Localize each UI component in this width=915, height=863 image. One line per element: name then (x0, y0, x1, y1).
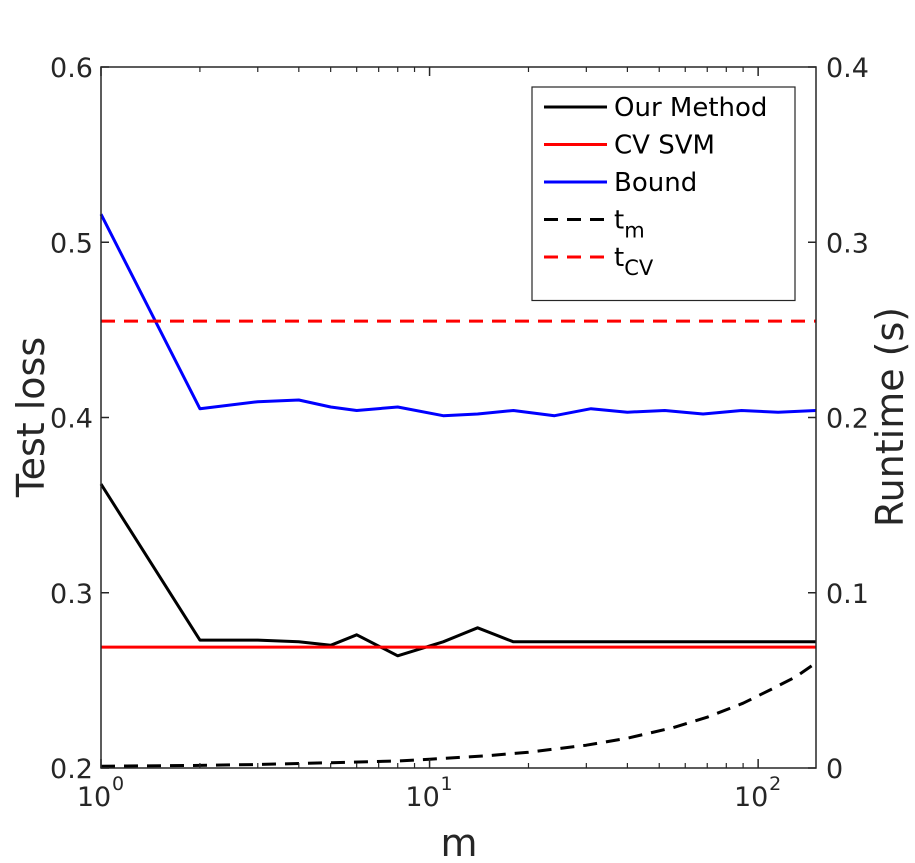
legend-label: Bound (614, 168, 697, 198)
svg-text:0: 0 (112, 773, 124, 795)
y-tick-label-left: 0.6 (50, 53, 93, 84)
legend-item-our-method: Our Method (544, 93, 767, 123)
y-axis-title-right: Runtime (s) (868, 307, 912, 527)
svg-text:2: 2 (769, 773, 781, 795)
legend-label: tCV (614, 243, 654, 280)
legend-box (531, 86, 796, 302)
series-line-t-m (100, 661, 817, 768)
svg-text:1: 1 (441, 773, 453, 795)
svg-text:10: 10 (77, 782, 111, 813)
legend-item-bound: Bound (544, 168, 697, 198)
y-tick-label-right: 0.1 (826, 579, 869, 610)
y-tick-label-right: 0 (826, 754, 843, 785)
svg-text:10: 10 (405, 782, 439, 813)
legend-label: tm (614, 206, 645, 243)
x-tick-label: 10 0 (77, 773, 124, 813)
y-tick-label-right: 0.4 (826, 53, 869, 84)
x-axis-title: m (440, 821, 477, 863)
legend-item-t-cv: tCV (544, 243, 654, 280)
y-tick-label-left: 0.4 (50, 404, 93, 435)
y-tick-label-right: 0.2 (826, 404, 869, 435)
y-tick-label-left: 0.3 (50, 579, 93, 610)
y-tick-label-left: 0.2 (50, 754, 93, 785)
series-line-bound (99, 213, 817, 418)
svg-text:10: 10 (734, 782, 768, 813)
legend-label: CV SVM (614, 131, 715, 161)
y-axis-title-left: Test loss (9, 337, 53, 498)
legend-label: Our Method (614, 93, 767, 123)
legend-item-t-m: tm (544, 206, 645, 243)
y-tick-label-left: 0.5 (50, 228, 93, 259)
axis-layer: 0.20.30.40.50.600.10.20.30.410 0 10 1 10 2 (50, 53, 869, 813)
series-line-our-method (99, 483, 816, 658)
series-layer (99, 213, 817, 768)
x-tick-label: 10 2 (734, 773, 781, 813)
y-tick-label-right: 0.3 (826, 228, 869, 259)
legend-item-cv-svm: CV SVM (544, 131, 715, 161)
x-tick-label: 10 1 (405, 773, 452, 813)
